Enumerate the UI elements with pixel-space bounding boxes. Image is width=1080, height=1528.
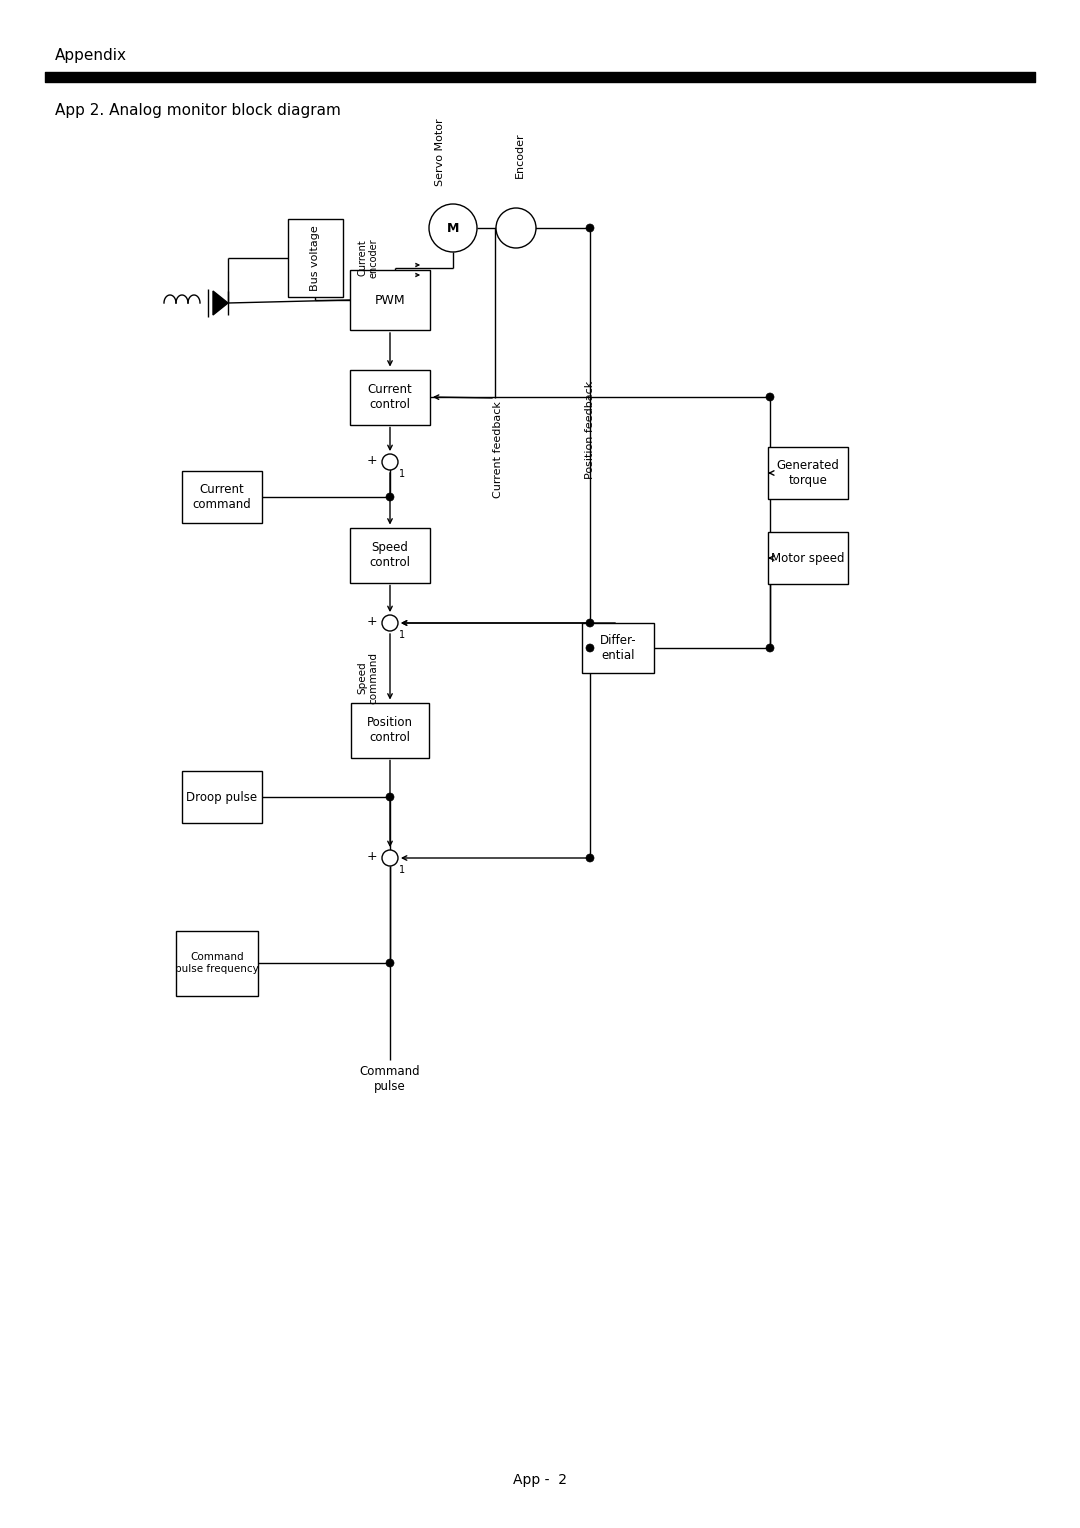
Text: Command
pulse frequency: Command pulse frequency bbox=[175, 952, 259, 973]
Text: 1: 1 bbox=[399, 469, 405, 478]
Bar bbox=[176, 931, 258, 996]
Circle shape bbox=[586, 643, 594, 652]
Text: +: + bbox=[367, 614, 377, 628]
Text: 1: 1 bbox=[399, 630, 405, 640]
Text: 1: 1 bbox=[399, 865, 405, 876]
Text: Position feedback: Position feedback bbox=[585, 380, 595, 480]
Bar bbox=[183, 772, 262, 824]
Circle shape bbox=[586, 619, 594, 626]
Text: Speed
control: Speed control bbox=[369, 541, 410, 568]
Text: PWM: PWM bbox=[375, 293, 405, 307]
Circle shape bbox=[766, 393, 774, 400]
Circle shape bbox=[382, 614, 399, 631]
Bar bbox=[183, 471, 262, 523]
Text: Current
encoder: Current encoder bbox=[357, 238, 379, 278]
Bar bbox=[287, 219, 342, 296]
Polygon shape bbox=[213, 290, 228, 315]
Circle shape bbox=[429, 205, 477, 252]
Text: Servo Motor: Servo Motor bbox=[435, 118, 445, 186]
Circle shape bbox=[496, 208, 536, 248]
Circle shape bbox=[586, 225, 594, 232]
Text: Encoder: Encoder bbox=[515, 133, 525, 177]
Bar bbox=[350, 270, 430, 330]
Text: Speed
command: Speed command bbox=[357, 652, 379, 704]
Text: Position
control: Position control bbox=[367, 717, 413, 744]
Circle shape bbox=[382, 454, 399, 471]
Text: Current
control: Current control bbox=[367, 384, 413, 411]
Circle shape bbox=[386, 494, 394, 501]
Text: M: M bbox=[447, 222, 459, 234]
Bar bbox=[582, 623, 654, 672]
Text: Current
command: Current command bbox=[192, 483, 252, 510]
Bar bbox=[350, 370, 430, 425]
Bar bbox=[350, 527, 430, 582]
Circle shape bbox=[386, 793, 394, 801]
Text: Generated
torque: Generated torque bbox=[777, 458, 839, 487]
Circle shape bbox=[586, 854, 594, 862]
Text: Motor speed: Motor speed bbox=[771, 552, 845, 564]
Text: Droop pulse: Droop pulse bbox=[187, 790, 257, 804]
Text: App -  2: App - 2 bbox=[513, 1473, 567, 1487]
Text: Bus voltage: Bus voltage bbox=[310, 225, 320, 290]
Text: Command
pulse: Command pulse bbox=[360, 1065, 420, 1093]
Bar bbox=[351, 703, 429, 758]
Text: +: + bbox=[367, 454, 377, 466]
Text: App 2. Analog monitor block diagram: App 2. Analog monitor block diagram bbox=[55, 102, 341, 118]
Text: Differ-
ential: Differ- ential bbox=[599, 634, 636, 662]
Circle shape bbox=[766, 643, 774, 652]
Bar bbox=[768, 448, 848, 500]
Circle shape bbox=[386, 960, 394, 967]
Text: +: + bbox=[367, 850, 377, 862]
Bar bbox=[768, 532, 848, 584]
Circle shape bbox=[382, 850, 399, 866]
Text: Current feedback: Current feedback bbox=[492, 402, 503, 498]
Text: Appendix: Appendix bbox=[55, 47, 127, 63]
